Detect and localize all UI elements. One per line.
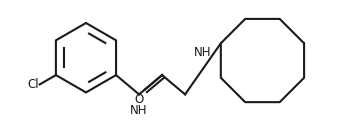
Text: Cl: Cl <box>27 78 39 91</box>
Text: NH: NH <box>130 104 148 117</box>
Text: NH: NH <box>194 46 212 59</box>
Text: O: O <box>135 93 144 106</box>
